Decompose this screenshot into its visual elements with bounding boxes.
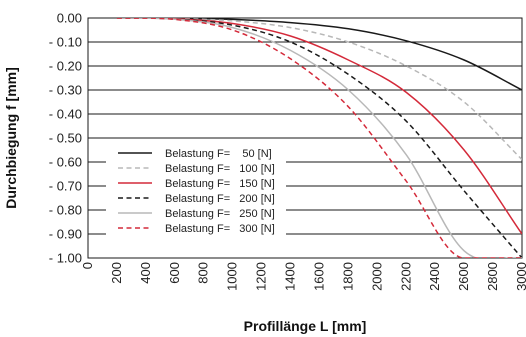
x-tick-label: 1600 <box>311 262 326 291</box>
x-tick-label: 1800 <box>340 262 355 291</box>
legend-label: Belastung F= 250 [N] <box>165 208 275 220</box>
x-tick-label: 2400 <box>427 262 442 291</box>
y-tick-label: - 0.20 <box>49 59 82 74</box>
x-tick-label: 2200 <box>398 262 413 291</box>
y-tick-label: - 0.90 <box>49 227 82 242</box>
x-axis-title: Profillänge L [mm] <box>244 318 367 334</box>
x-tick-label: 2000 <box>369 262 384 291</box>
y-tick-label: - 0.40 <box>49 107 82 122</box>
x-axis-ticks: 0 200 400 600 800 1000 1200 1400 1600 1800 2000 220… <box>80 262 526 291</box>
y-axis-title: Durchbiegung f [mm] <box>3 67 19 209</box>
x-tick-label: 400 <box>138 262 153 284</box>
y-tick-label: - 0.80 <box>49 203 82 218</box>
x-tick-label: 3000 <box>514 262 526 291</box>
plot-frame <box>87 17 523 259</box>
series-lines <box>116 18 522 258</box>
y-tick-label: - 0.50 <box>49 131 82 146</box>
legend-label: Belastung F= 300 [N] <box>165 223 275 235</box>
series-line-2 <box>116 18 522 161</box>
y-tick-label: - 0.60 <box>49 155 82 170</box>
x-tick-label: 2600 <box>456 262 471 291</box>
x-tick-label: 200 <box>109 262 124 284</box>
x-tick-label: 1200 <box>254 262 269 291</box>
legend-label: Belastung F= 150 [N] <box>165 178 275 190</box>
legend-label: Belastung F= 200 [N] <box>165 193 275 205</box>
legend-box <box>106 145 286 239</box>
y-tick-label: - 0.30 <box>49 83 82 98</box>
legend: Belastung F= 50 [N] Belastung F= 100 [N] B… <box>106 145 286 239</box>
y-tick-label: - 1.00 <box>49 251 82 266</box>
x-tick-label: 1400 <box>283 262 298 291</box>
series-line-6 <box>116 18 522 258</box>
x-tick-label: 1000 <box>225 262 240 291</box>
x-tick-label: 2800 <box>485 262 500 291</box>
x-tick-label: 800 <box>196 262 211 284</box>
legend-label: Belastung F= 100 [N] <box>165 163 275 175</box>
y-tick-label: 0.00 <box>57 11 82 26</box>
legend-label: Belastung F= 50 [N] <box>165 148 272 160</box>
y-tick-label: - 0.70 <box>49 179 82 194</box>
y-axis-ticks: 0.00 - 0.10 - 0.20 - 0.30 - 0.40 - 0.50 - 0.60… <box>49 11 82 266</box>
y-tick-label: - 0.10 <box>49 35 82 50</box>
x-tick-label: 600 <box>167 262 182 284</box>
x-tick-label: 0 <box>80 262 95 269</box>
